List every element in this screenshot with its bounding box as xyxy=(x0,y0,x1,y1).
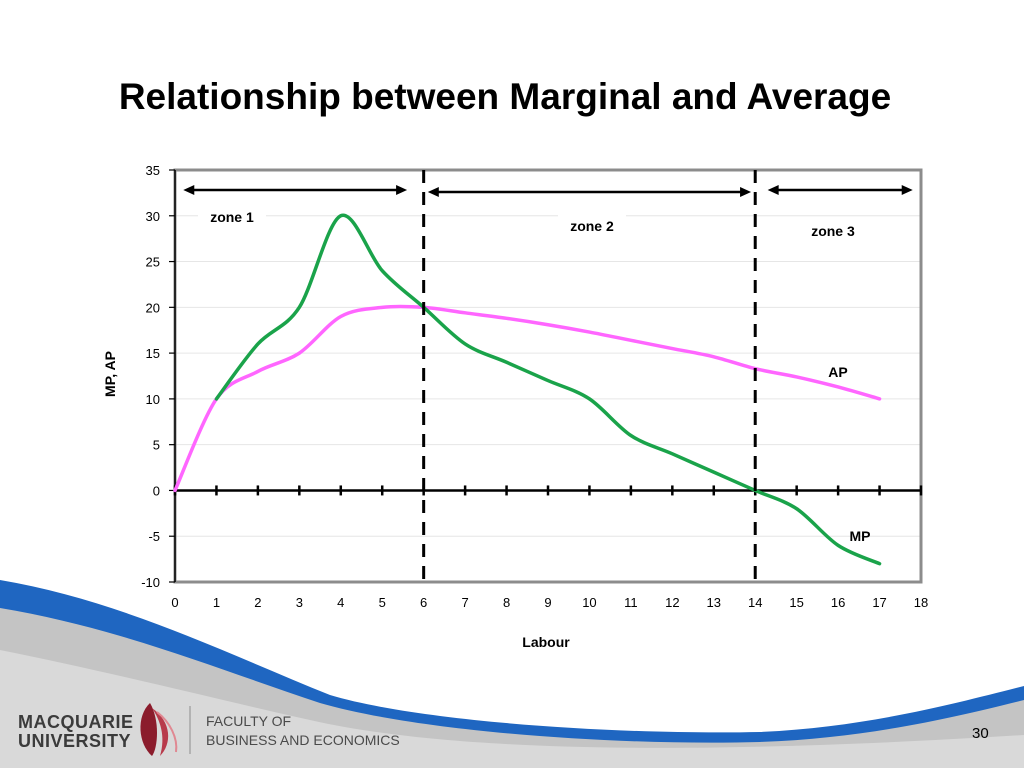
chart-labels: Labour MP, AP zone 1 zone 2 zone 3 AP MP xyxy=(102,206,871,650)
x-tick-label: 16 xyxy=(831,595,845,610)
x-tick-label: 0 xyxy=(171,595,178,610)
zone-label: zone 1 xyxy=(210,209,254,225)
x-tick-label: 6 xyxy=(420,595,427,610)
zone-label-bg xyxy=(558,215,626,237)
y-tick-label: 30 xyxy=(146,209,160,224)
x-tick-label: 5 xyxy=(379,595,386,610)
arrowhead-right xyxy=(396,185,408,195)
x-tick-label: 17 xyxy=(872,595,886,610)
macquarie-lighthouse-logo xyxy=(140,703,178,756)
x-tick-label: 4 xyxy=(337,595,344,610)
x-tick-label: 13 xyxy=(707,595,721,610)
x-tick-label: 11 xyxy=(624,595,638,610)
zone-label-bg xyxy=(198,206,266,228)
arrowhead-left xyxy=(427,187,439,197)
series-annotation-mp: MP xyxy=(850,528,871,544)
arrowhead-left xyxy=(767,185,779,195)
y-tick-label: 0 xyxy=(153,483,160,498)
y-tick-label: 25 xyxy=(146,255,160,270)
series-annotation-ap: AP xyxy=(828,364,847,380)
arrowhead-right xyxy=(901,185,913,195)
y-tick-label: 10 xyxy=(146,392,160,407)
series-line-mp xyxy=(214,213,882,566)
x-tick-label: 3 xyxy=(296,595,303,610)
y-tick-label: 5 xyxy=(153,438,160,453)
x-tick-label: 14 xyxy=(748,595,762,610)
zone-label: zone 3 xyxy=(811,223,855,239)
x-tick-label: 9 xyxy=(544,595,551,610)
x-tick-label: 15 xyxy=(789,595,803,610)
y-tick-label: 15 xyxy=(146,346,160,361)
y-tick-label: -5 xyxy=(148,529,160,544)
chart-series xyxy=(173,213,882,566)
arrowhead-right xyxy=(740,187,752,197)
y-axis-title: MP, AP xyxy=(102,351,118,397)
y-tick-label: 20 xyxy=(146,300,160,315)
zone-label-bg xyxy=(799,220,867,242)
zone-arrow xyxy=(183,185,408,195)
university-name-line1: MACQUARIE xyxy=(18,712,134,732)
page-number: 30 xyxy=(972,725,989,742)
x-tick-label: 18 xyxy=(914,595,928,610)
faculty-name-line2: BUSINESS AND ECONOMICS xyxy=(206,732,400,748)
y-tick-label: -10 xyxy=(141,575,160,590)
zone-arrow xyxy=(427,187,752,197)
y-tick-label: 35 xyxy=(146,163,160,178)
faculty-name-line1: FACULTY OF xyxy=(206,713,292,729)
zone-markers xyxy=(183,170,913,582)
zone-label: zone 2 xyxy=(570,218,614,234)
x-tick-label: 2 xyxy=(254,595,261,610)
slide-title: Relationship between Marginal and Averag… xyxy=(118,76,892,117)
x-tick-label: 10 xyxy=(582,595,596,610)
arrowhead-left xyxy=(183,185,195,195)
x-axis-title: Labour xyxy=(522,634,570,650)
wave-light-band xyxy=(0,650,1024,768)
x-tick-label: 7 xyxy=(461,595,468,610)
x-tick-label: 12 xyxy=(665,595,679,610)
zone-arrow xyxy=(767,185,913,195)
x-tick-label: 8 xyxy=(503,595,510,610)
university-name-line2: UNIVERSITY xyxy=(18,731,132,751)
x-tick-label: 1 xyxy=(213,595,220,610)
